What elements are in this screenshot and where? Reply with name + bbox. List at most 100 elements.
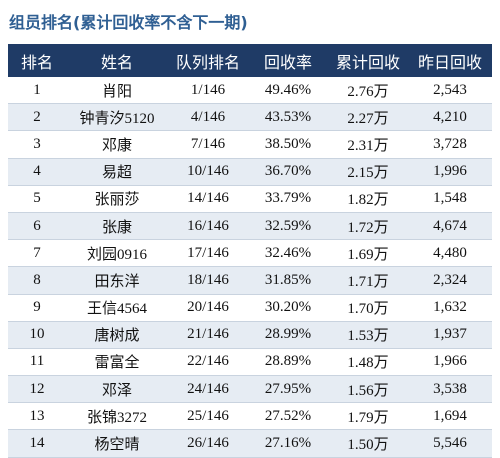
header-cell: 排名	[8, 44, 66, 77]
table-row: 11 雷富全 22/146 28.89% 1.48万 1,966	[8, 348, 492, 377]
table-cell: 张康	[66, 212, 168, 241]
table-cell: 1.53万	[328, 321, 408, 349]
table-cell: 邓泽	[66, 375, 168, 404]
table-cell: 肖阳	[66, 77, 168, 105]
table-cell: 2,324	[408, 266, 492, 295]
table-cell: 36.70%	[248, 158, 328, 186]
table-cell: 1	[8, 77, 66, 105]
header-cell: 累计回收	[328, 44, 408, 77]
table-cell: 张锦3272	[66, 402, 168, 431]
table-cell: 6	[8, 212, 66, 241]
table-row: 2 钟青汐5120 4/146 43.53% 2.27万 4,210	[8, 103, 492, 132]
header-cell: 回收率	[248, 44, 328, 77]
table-cell: 7/146	[168, 130, 248, 159]
table-cell: 8	[8, 266, 66, 295]
table-row: 6 张康 16/146 32.59% 1.72万 4,674	[8, 212, 492, 241]
table-cell: 38.50%	[248, 130, 328, 159]
table-cell: 2.27万	[328, 103, 408, 132]
table-cell: 14/146	[168, 185, 248, 213]
table-cell: 刘园0916	[66, 239, 168, 268]
table-cell: 3,538	[408, 375, 492, 404]
table-cell: 4,480	[408, 239, 492, 268]
table-cell: 13	[8, 402, 66, 431]
table-row: 1 肖阳 1/146 49.46% 2.76万 2,543	[8, 77, 492, 105]
table-cell: 1.79万	[328, 402, 408, 431]
table-cell: 11	[8, 348, 66, 377]
table-cell: 4,674	[408, 212, 492, 241]
table-cell: 49.46%	[248, 77, 328, 105]
table-cell: 雷富全	[66, 348, 168, 377]
table-cell: 张丽莎	[66, 185, 168, 213]
table-cell: 1.48万	[328, 348, 408, 377]
table-cell: 1/146	[168, 77, 248, 105]
table-row: 13 张锦3272 25/146 27.52% 1.79万 1,694	[8, 402, 492, 431]
table-cell: 24/146	[168, 375, 248, 404]
table-cell: 32.46%	[248, 239, 328, 268]
table-cell: 钟青汐5120	[66, 103, 168, 132]
table-cell: 1,996	[408, 158, 492, 186]
table-cell: 22/146	[168, 348, 248, 377]
header-cell: 昨日回收	[408, 44, 492, 77]
table-cell: 4	[8, 158, 66, 186]
page: 组员排名(累计回收率不含下一期) 排名 姓名 队列排名 回收率 累计回收 昨日回收 1 肖阳…	[8, 13, 492, 458]
table-cell: 4,210	[408, 103, 492, 132]
table-cell: 1,937	[408, 321, 492, 349]
ranking-table: 排名 姓名 队列排名 回收率 累计回收 昨日回收 1 肖阳 1/146 49.46% 2.76万 2…	[8, 44, 492, 458]
table-row: 4 易超 10/146 36.70% 2.15万 1,996	[8, 158, 492, 186]
table-cell: 1.71万	[328, 266, 408, 295]
table-cell: 5	[8, 185, 66, 213]
table-cell: 1,548	[408, 185, 492, 213]
title: 组员排名(累计回收率不含下一期)	[9, 13, 248, 32]
table-row: 3 邓康 7/146 38.50% 2.31万 3,728	[8, 130, 492, 159]
table-cell: 2	[8, 103, 66, 132]
table-cell: 田东洋	[66, 266, 168, 295]
table-cell: 4/146	[168, 103, 248, 132]
table-cell: 28.99%	[248, 321, 328, 349]
table-cell: 2,543	[408, 77, 492, 105]
table-cell: 1.72万	[328, 212, 408, 241]
table-cell: 30.20%	[248, 294, 328, 322]
table-row: 10 唐树成 21/146 28.99% 1.53万 1,937	[8, 321, 492, 349]
table-cell: 2.76万	[328, 77, 408, 105]
table-cell: 易超	[66, 158, 168, 186]
table-cell: 1.69万	[328, 239, 408, 268]
table-cell: 3	[8, 130, 66, 159]
table-cell: 20/146	[168, 294, 248, 322]
table-cell: 1,694	[408, 402, 492, 431]
table-cell: 唐树成	[66, 321, 168, 349]
header-row: 排名 姓名 队列排名 回收率 累计回收 昨日回收	[8, 44, 492, 77]
table-cell: 3,728	[408, 130, 492, 159]
table-cell: 1.70万	[328, 294, 408, 322]
table-cell: 17/146	[168, 239, 248, 268]
table-cell: 12	[8, 375, 66, 404]
table-row: 12 邓泽 24/146 27.95% 1.56万 3,538	[8, 375, 492, 404]
table-cell: 王信4564	[66, 294, 168, 322]
table-cell: 1,966	[408, 348, 492, 377]
table-cell: 1,632	[408, 294, 492, 322]
table-row: 7 刘园0916 17/146 32.46% 1.69万 4,480	[8, 239, 492, 268]
table-cell: 10	[8, 321, 66, 349]
table-cell: 18/146	[168, 266, 248, 295]
table-cell: 25/146	[168, 402, 248, 431]
table-cell: 31.85%	[248, 266, 328, 295]
table-cell: 邓康	[66, 130, 168, 159]
table-body: 1 肖阳 1/146 49.46% 2.76万 2,543 2 钟青汐5120 4/146 43.…	[8, 77, 492, 458]
table-cell: 2.15万	[328, 158, 408, 186]
table-cell: 33.79%	[248, 185, 328, 213]
table-cell: 32.59%	[248, 212, 328, 241]
table-cell: 10/146	[168, 158, 248, 186]
table-cell: 1.56万	[328, 375, 408, 404]
table-row: 5 张丽莎 14/146 33.79% 1.82万 1,548	[8, 185, 492, 213]
table-cell: 27.52%	[248, 402, 328, 431]
table-cell: 9	[8, 294, 66, 322]
header-cell: 姓名	[66, 44, 168, 77]
table-cell: 28.89%	[248, 348, 328, 377]
table-cell: 7	[8, 239, 66, 268]
table-cell: 16/146	[168, 212, 248, 241]
table-cell: 2.31万	[328, 130, 408, 159]
table-cell: 43.53%	[248, 103, 328, 132]
table-cell: 1.82万	[328, 185, 408, 213]
table-row: 9 王信4564 20/146 30.20% 1.70万 1,632	[8, 294, 492, 322]
header-cell: 队列排名	[168, 44, 248, 77]
table-row: 8 田东洋 18/146 31.85% 1.71万 2,324	[8, 266, 492, 295]
